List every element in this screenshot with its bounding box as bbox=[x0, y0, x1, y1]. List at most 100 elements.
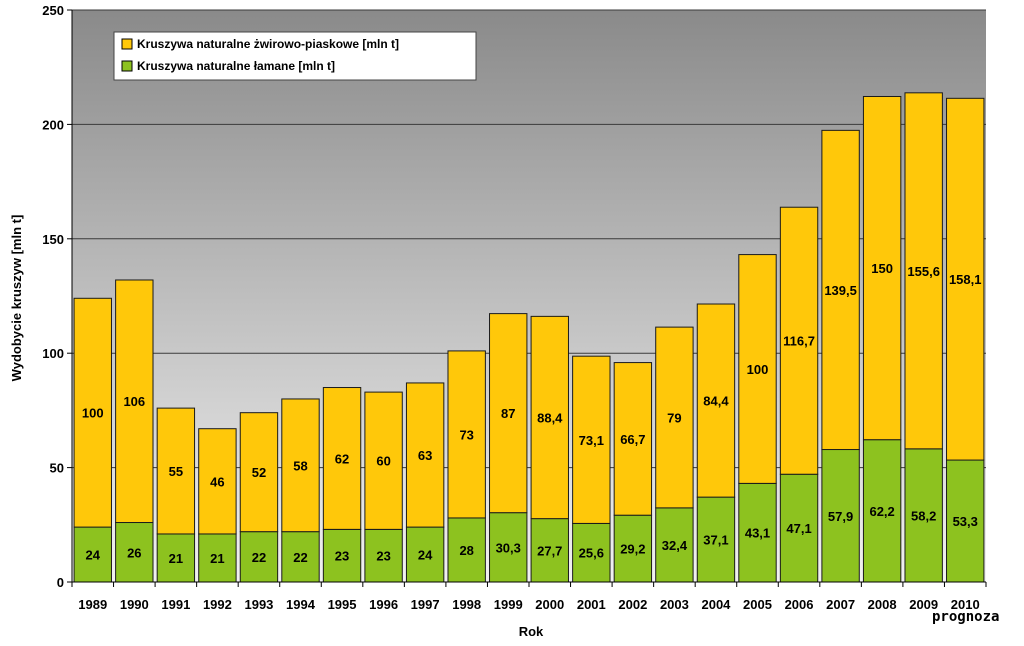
bar-segment-crushed bbox=[904, 448, 943, 583]
data-label: 63 bbox=[418, 448, 432, 463]
x-tick-label: 1993 bbox=[244, 597, 273, 612]
bar-segment-crushed bbox=[364, 528, 403, 583]
forecast-note: prognoza bbox=[932, 609, 1000, 625]
bar-segment-gravel-sand bbox=[239, 412, 279, 533]
data-label: 55 bbox=[169, 464, 183, 479]
bar-segment-gravel-sand bbox=[821, 129, 860, 451]
data-label: 62 bbox=[335, 451, 349, 466]
y-axis-title: Wydobycie kruszyw [mln t] bbox=[9, 215, 24, 382]
data-label: 23 bbox=[376, 549, 390, 564]
y-tick-label: 150 bbox=[42, 232, 64, 247]
legend: Kruszywa naturalne żwirowo-piaskowe [mln… bbox=[113, 31, 477, 81]
x-tick-label: 1996 bbox=[369, 597, 398, 612]
x-tick-label: 1995 bbox=[328, 597, 357, 612]
bar-segment-gravel-sand bbox=[156, 407, 196, 535]
x-tick-label: 2008 bbox=[868, 597, 897, 612]
data-label: 22 bbox=[293, 550, 307, 565]
data-label: 25,6 bbox=[579, 546, 604, 561]
y-tick-label: 0 bbox=[57, 575, 64, 590]
x-tick-label: 1999 bbox=[494, 597, 523, 612]
data-label: 158,1 bbox=[949, 272, 982, 287]
x-tick-label: 2006 bbox=[785, 597, 814, 612]
bar-segment-gravel-sand bbox=[405, 382, 445, 528]
bar-segment-crushed bbox=[696, 496, 736, 583]
x-tick-label: 2003 bbox=[660, 597, 689, 612]
data-label: 73,1 bbox=[579, 433, 604, 448]
bar-segment-crushed bbox=[946, 459, 985, 583]
x-tick-label: 2005 bbox=[743, 597, 772, 612]
bar-segment-gravel-sand bbox=[738, 254, 777, 484]
x-tick-label: 1994 bbox=[286, 597, 316, 612]
x-tick-label: 1991 bbox=[161, 597, 190, 612]
bar-segment-gravel-sand bbox=[613, 362, 653, 516]
data-label: 87 bbox=[501, 406, 515, 421]
bar-segment-gravel-sand bbox=[281, 398, 320, 533]
data-label: 73 bbox=[459, 427, 473, 442]
bar-segment-gravel-sand bbox=[530, 315, 569, 520]
data-label: 52 bbox=[252, 465, 266, 480]
data-label: 30,3 bbox=[496, 540, 521, 555]
bar-segment-gravel-sand bbox=[904, 92, 943, 450]
y-tick-label: 50 bbox=[50, 461, 64, 476]
data-label: 27,7 bbox=[537, 543, 562, 558]
x-tick-label: 2007 bbox=[826, 597, 855, 612]
data-label: 28 bbox=[459, 543, 473, 558]
x-tick-label: 2002 bbox=[618, 597, 647, 612]
x-tick-label: 2004 bbox=[701, 597, 731, 612]
y-tick-label: 100 bbox=[42, 346, 64, 361]
x-tick-label: 2009 bbox=[909, 597, 938, 612]
data-label: 57,9 bbox=[828, 509, 853, 524]
bar-segment-crushed bbox=[530, 518, 569, 583]
legend-label-gravel-sand: Kruszywa naturalne żwirowo-piaskowe [mln… bbox=[137, 37, 399, 51]
bar-segment-gravel-sand bbox=[655, 326, 694, 509]
bar-segment-gravel-sand bbox=[489, 313, 528, 514]
bar-segment-gravel-sand bbox=[779, 206, 819, 475]
x-tick-label: 1990 bbox=[120, 597, 149, 612]
data-label: 155,6 bbox=[907, 264, 940, 279]
data-label: 58 bbox=[293, 458, 307, 473]
bar-segment-crushed bbox=[821, 449, 860, 583]
bar-segment-crushed bbox=[862, 439, 902, 583]
x-tick-label: 2010 bbox=[951, 597, 980, 612]
data-label: 60 bbox=[376, 454, 390, 469]
data-label: 23 bbox=[335, 549, 349, 564]
data-label: 116,7 bbox=[783, 334, 815, 349]
y-tick-label: 200 bbox=[42, 117, 64, 132]
data-label: 150 bbox=[871, 261, 893, 276]
bar-segment-gravel-sand bbox=[946, 97, 985, 461]
bar-segment-gravel-sand bbox=[862, 95, 902, 441]
x-tick-label: 1997 bbox=[411, 597, 440, 612]
bar-segment-crushed bbox=[156, 533, 196, 583]
data-label: 26 bbox=[127, 545, 141, 560]
data-label: 58,2 bbox=[911, 508, 936, 523]
data-label: 100 bbox=[82, 406, 104, 421]
x-tick-label: 1998 bbox=[452, 597, 481, 612]
bars: 24 100 26 106 21 55 21 46 22 52 22 58 23 62 23 60 24 63 28… bbox=[73, 92, 985, 583]
x-tick-label: 1989 bbox=[78, 597, 107, 612]
data-label: 84,4 bbox=[703, 394, 729, 409]
data-label: 24 bbox=[86, 548, 101, 563]
bar-segment-crushed bbox=[115, 522, 154, 583]
x-tick-label: 2001 bbox=[577, 597, 606, 612]
bar-segment-crushed bbox=[73, 526, 112, 583]
bar-segment-gravel-sand bbox=[73, 297, 112, 528]
data-label: 21 bbox=[169, 551, 183, 566]
legend-swatch-crushed bbox=[121, 60, 133, 72]
bar-segment-crushed bbox=[198, 533, 237, 583]
data-label: 100 bbox=[747, 362, 769, 377]
data-label: 29,2 bbox=[620, 542, 645, 557]
legend-box bbox=[113, 31, 477, 81]
bar-segment-crushed bbox=[738, 482, 777, 583]
bar-segment-gravel-sand bbox=[364, 391, 403, 530]
data-label: 66,7 bbox=[620, 432, 645, 447]
bar-segment-gravel-sand bbox=[696, 303, 736, 498]
bar-segment-gravel-sand bbox=[115, 279, 154, 524]
bar-segment-crushed bbox=[489, 512, 528, 583]
y-tick-label: 250 bbox=[42, 3, 64, 18]
data-label: 106 bbox=[123, 394, 145, 409]
data-label: 62,2 bbox=[869, 504, 894, 519]
bar-segment-gravel-sand bbox=[322, 387, 362, 530]
data-label: 88,4 bbox=[537, 410, 563, 425]
data-label: 139,5 bbox=[824, 283, 857, 298]
x-tick-label: 2000 bbox=[535, 597, 564, 612]
